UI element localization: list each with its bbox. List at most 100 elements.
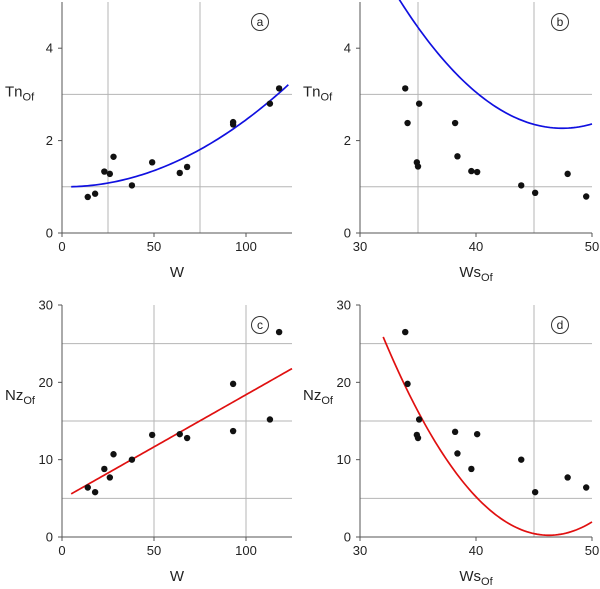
panel-letter-circle bbox=[251, 316, 269, 334]
y-tick-label: 2 bbox=[344, 133, 351, 148]
x-axis-label: WsOf bbox=[459, 568, 493, 588]
y-axis-label: TnOf bbox=[303, 84, 333, 104]
data-point bbox=[473, 168, 481, 176]
x-tick-label: 30 bbox=[353, 543, 367, 558]
data-point bbox=[266, 416, 274, 423]
data-point bbox=[128, 456, 136, 463]
y-tick-label: 2 bbox=[46, 133, 53, 148]
data-point bbox=[275, 85, 283, 92]
data-point bbox=[531, 488, 539, 496]
x-tick-label: 50 bbox=[585, 543, 599, 558]
y-axis-label: NzOf bbox=[303, 387, 334, 407]
panel-letter-circle bbox=[551, 13, 569, 31]
data-point bbox=[183, 434, 191, 442]
x-tick-label: 30 bbox=[353, 239, 367, 254]
y-tick-label: 10 bbox=[337, 452, 351, 467]
data-point bbox=[84, 484, 91, 491]
y-tick-label: 0 bbox=[344, 530, 351, 545]
y-tick-label: 30 bbox=[39, 298, 53, 313]
data-point bbox=[91, 488, 99, 496]
x-tick-label: 50 bbox=[147, 239, 161, 254]
data-point bbox=[414, 434, 422, 442]
fit-curve bbox=[71, 84, 289, 188]
y-tick-label: 0 bbox=[46, 530, 53, 545]
data-point bbox=[583, 193, 590, 200]
fit-curve bbox=[398, 0, 593, 130]
data-point bbox=[402, 328, 409, 336]
data-point bbox=[91, 190, 99, 197]
x-tick-label: 0 bbox=[58, 239, 65, 254]
data-point bbox=[454, 153, 461, 160]
x-tick-label: 0 bbox=[58, 543, 65, 558]
data-point bbox=[106, 474, 114, 481]
panel-letter-circle bbox=[251, 13, 269, 31]
data-point bbox=[518, 182, 525, 189]
y-tick-label: 30 bbox=[337, 298, 351, 313]
panel-letter: b bbox=[557, 15, 564, 29]
data-point bbox=[518, 456, 525, 463]
data-point bbox=[110, 451, 117, 458]
x-axis-label: WsOf bbox=[459, 264, 493, 284]
x-axis-label: W bbox=[170, 264, 185, 281]
x-axis-label: W bbox=[170, 568, 185, 585]
data-point bbox=[148, 431, 156, 439]
data-point bbox=[229, 427, 237, 435]
data-point bbox=[451, 119, 459, 127]
data-point bbox=[101, 168, 108, 175]
data-point bbox=[451, 428, 459, 436]
data-point bbox=[176, 430, 183, 438]
data-point bbox=[454, 450, 461, 457]
y-tick-label: 4 bbox=[46, 41, 53, 56]
data-point bbox=[229, 380, 237, 388]
x-tick-label: 50 bbox=[585, 239, 599, 254]
panel-b: 30 40 50 0 2 4 WsOf TnOf b bbox=[303, 0, 599, 284]
data-point bbox=[275, 328, 283, 336]
x-tick-label: 100 bbox=[235, 239, 257, 254]
data-point bbox=[404, 380, 411, 388]
data-point bbox=[415, 100, 423, 107]
x-tick-label: 100 bbox=[235, 543, 257, 558]
y-tick-label: 10 bbox=[39, 452, 53, 467]
data-point bbox=[468, 167, 475, 175]
data-point bbox=[531, 189, 539, 197]
data-point bbox=[468, 465, 475, 473]
panel-letter-circle bbox=[551, 316, 569, 334]
x-tick-label: 50 bbox=[147, 543, 161, 558]
data-point bbox=[101, 465, 108, 473]
data-point bbox=[564, 474, 571, 481]
fit-curve bbox=[382, 336, 593, 537]
data-point bbox=[176, 169, 183, 177]
data-point bbox=[84, 193, 91, 201]
data-point bbox=[266, 100, 274, 107]
data-point bbox=[404, 119, 411, 127]
y-tick-label: 4 bbox=[344, 41, 351, 56]
data-point bbox=[183, 163, 191, 171]
panel-c: 0 50 100 0 10 20 30 W NzOf c bbox=[5, 298, 293, 585]
data-point bbox=[148, 159, 156, 166]
fit-curve bbox=[70, 367, 293, 495]
data-point bbox=[110, 153, 117, 160]
y-axis-label: TnOf bbox=[5, 84, 35, 104]
data-point bbox=[415, 416, 423, 423]
y-tick-label: 0 bbox=[46, 226, 53, 241]
x-tick-label: 40 bbox=[469, 543, 483, 558]
panel-d: 30 40 50 0 10 20 30 WsOf NzOf d bbox=[303, 298, 599, 589]
data-point bbox=[106, 170, 114, 178]
panel-letter: a bbox=[257, 15, 264, 29]
data-point bbox=[128, 182, 136, 189]
y-axis-label: NzOf bbox=[5, 387, 36, 407]
panel-letter: c bbox=[257, 318, 263, 332]
y-tick-label: 20 bbox=[337, 375, 351, 390]
panel-a: 0 50 100 0 2 4 W TnOf a bbox=[5, 2, 292, 281]
data-point bbox=[229, 118, 237, 126]
y-tick-label: 20 bbox=[39, 375, 53, 390]
data-point bbox=[414, 163, 422, 170]
x-tick-label: 40 bbox=[469, 239, 483, 254]
panel-letter: d bbox=[557, 318, 564, 332]
data-point bbox=[473, 430, 481, 438]
data-point bbox=[564, 170, 571, 178]
y-tick-label: 0 bbox=[344, 226, 351, 241]
data-point bbox=[402, 85, 409, 92]
data-point bbox=[583, 484, 590, 491]
